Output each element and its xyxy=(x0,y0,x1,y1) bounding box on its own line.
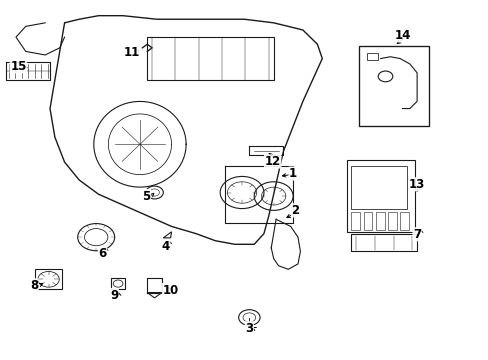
Bar xyxy=(358,46,428,126)
Bar xyxy=(366,53,377,60)
Bar xyxy=(387,212,396,230)
Text: 10: 10 xyxy=(162,284,178,297)
Text: 12: 12 xyxy=(264,155,280,168)
Text: 5: 5 xyxy=(142,190,150,203)
Bar xyxy=(346,160,414,232)
Text: 15: 15 xyxy=(10,60,26,73)
Text: 11: 11 xyxy=(123,46,140,59)
Text: 3: 3 xyxy=(245,322,253,335)
Bar xyxy=(363,212,372,230)
Text: 4: 4 xyxy=(161,240,169,253)
Text: 9: 9 xyxy=(110,288,118,302)
Bar xyxy=(35,269,62,289)
Bar xyxy=(351,212,360,230)
Bar xyxy=(351,166,407,208)
Bar xyxy=(147,37,273,80)
Text: 6: 6 xyxy=(98,247,106,260)
Bar xyxy=(399,212,408,230)
Bar xyxy=(375,212,384,230)
Bar xyxy=(351,234,416,251)
Text: 13: 13 xyxy=(408,178,425,191)
Text: 7: 7 xyxy=(412,228,420,241)
Text: 1: 1 xyxy=(288,167,297,180)
Text: 2: 2 xyxy=(291,204,299,217)
Text: 8: 8 xyxy=(30,279,38,292)
Text: 14: 14 xyxy=(393,29,410,42)
